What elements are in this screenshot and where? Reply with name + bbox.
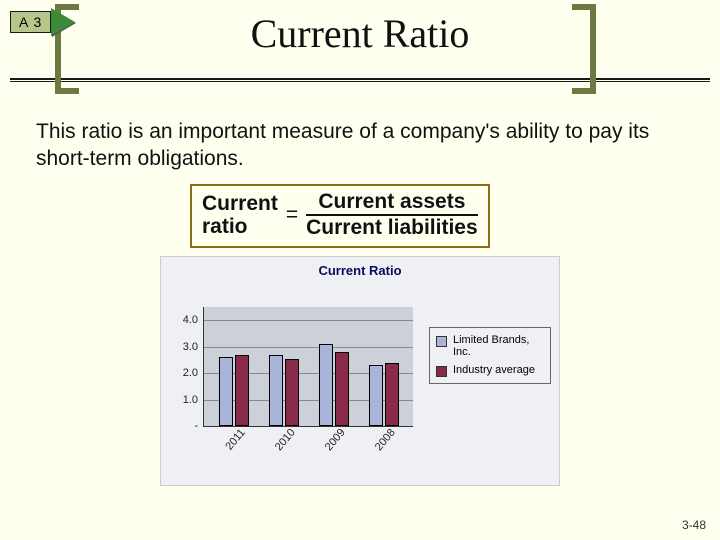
formula-lhs-line1: Current xyxy=(202,192,278,215)
slide-number: 3-48 xyxy=(682,518,706,532)
chart-xlabels: 2011 2010 2009 2008 xyxy=(204,426,413,472)
formula-denominator: Current liabilities xyxy=(306,216,478,240)
chart-bar xyxy=(319,344,333,426)
legend-swatch xyxy=(436,366,447,377)
legend-item: Limited Brands, Inc. xyxy=(436,334,544,358)
chart-bar xyxy=(269,355,283,426)
chart-ylabel: 1.0 xyxy=(183,394,204,406)
chart-ylabel: 2.0 xyxy=(183,367,204,379)
body-text: This ratio is an important measure of a … xyxy=(36,118,690,173)
chart-bar xyxy=(285,359,299,426)
legend-swatch xyxy=(436,336,447,347)
chart-xlabel: 2010 xyxy=(272,427,297,453)
chart-title: Current Ratio xyxy=(161,257,559,278)
chart-bar xyxy=(219,357,233,426)
chart: Current Ratio 2011201020092008 -1.02.03.… xyxy=(160,256,560,486)
header-rule xyxy=(10,78,710,82)
chart-bar xyxy=(235,355,249,426)
chart-bar xyxy=(385,363,399,426)
chart-bar xyxy=(369,365,383,426)
chart-ylabel: 3.0 xyxy=(183,341,204,353)
chart-plot: 2011201020092008 -1.02.03.04.0 xyxy=(203,307,413,427)
formula-rhs: Current assets Current liabilities xyxy=(306,190,478,240)
slide-title: Current Ratio xyxy=(0,10,720,57)
chart-xlabel: 2008 xyxy=(372,427,397,453)
formula-equals: = xyxy=(286,203,298,227)
chart-legend: Limited Brands, Inc. Industry average xyxy=(429,327,551,384)
legend-label: Limited Brands, Inc. xyxy=(453,334,544,358)
formula-box: Current ratio = Current assets Current l… xyxy=(190,184,490,248)
chart-ylabel: - xyxy=(194,420,204,432)
chart-xlabel: 2011 xyxy=(223,427,247,453)
formula-numerator: Current assets xyxy=(306,190,478,216)
formula-lhs-line2: ratio xyxy=(202,215,278,238)
chart-ylabel: 4.0 xyxy=(183,314,204,326)
chart-xlabel: 2009 xyxy=(322,427,347,453)
legend-item: Industry average xyxy=(436,364,544,377)
chart-bar xyxy=(335,352,349,426)
formula-lhs: Current ratio xyxy=(202,192,278,238)
legend-label: Industry average xyxy=(453,364,535,376)
